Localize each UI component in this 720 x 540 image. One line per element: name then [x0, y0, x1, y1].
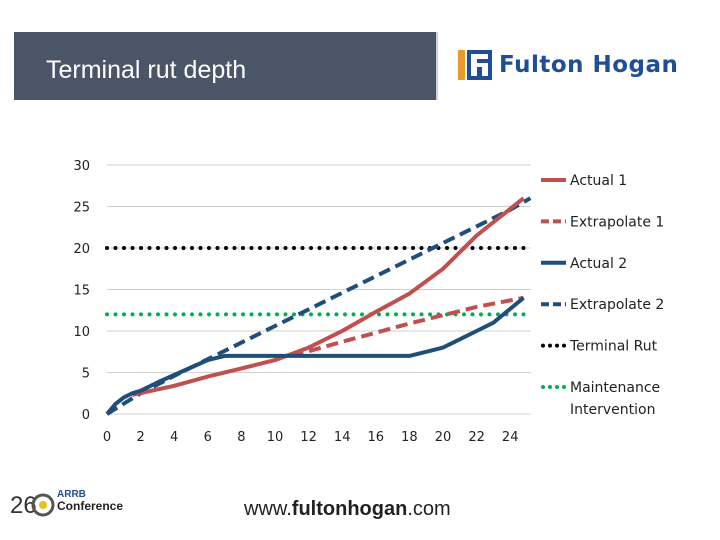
conference-name: Conference — [57, 499, 124, 513]
legend-label: Extrapolate 2 — [570, 297, 664, 313]
x-tick-label: 0 — [103, 430, 111, 445]
slide-title: Terminal rut depth — [46, 56, 247, 84]
legend-label: Terminal Rut — [569, 339, 658, 355]
series-line-actual-1 — [131, 196, 525, 397]
x-tick-label: 8 — [237, 430, 245, 445]
legend-label: Actual 2 — [570, 256, 627, 272]
x-tick-label: 6 — [204, 430, 212, 445]
url-brand: fultonhogan — [291, 498, 408, 520]
x-tick-label: 12 — [300, 430, 317, 445]
legend-label-cont: Intervention — [570, 402, 655, 418]
legend-label: Actual 1 — [570, 173, 627, 189]
x-tick-label: 22 — [468, 430, 485, 445]
series-line-extrapolate-2 — [105, 196, 532, 416]
y-tick-label: 5 — [82, 367, 90, 382]
x-tick-label: 20 — [435, 430, 452, 445]
website-url[interactable]: www.fultonhogan.com — [244, 498, 451, 521]
y-tick-label: 0 — [82, 408, 90, 423]
x-tick-label: 14 — [334, 430, 351, 445]
y-tick-label: 15 — [73, 284, 90, 299]
y-tick-label: 25 — [73, 201, 90, 216]
url-prefix: www. — [244, 498, 292, 520]
y-tick-label: 10 — [73, 325, 90, 340]
arrb-badge-icon — [31, 493, 55, 517]
x-tick-label: 2 — [136, 430, 144, 445]
x-tick-label: 4 — [170, 430, 178, 445]
x-tick-label: 16 — [368, 430, 385, 445]
fulton-hogan-logo-icon — [456, 48, 494, 82]
x-tick-label: 24 — [502, 430, 519, 445]
x-tick-label: 10 — [267, 430, 284, 445]
logo-text: Fulton Hogan — [499, 52, 679, 78]
series-line-actual-2 — [105, 296, 525, 416]
legend-label: Maintenance — [570, 380, 660, 396]
legend-label: Extrapolate 1 — [570, 214, 664, 230]
x-tick-label: 18 — [401, 430, 418, 445]
y-tick-label: 30 — [73, 159, 90, 174]
series-line-extrapolate-1 — [291, 295, 524, 358]
conference-org: ARRB — [57, 489, 86, 500]
url-suffix: .com — [407, 498, 451, 520]
y-tick-label: 20 — [73, 242, 90, 257]
